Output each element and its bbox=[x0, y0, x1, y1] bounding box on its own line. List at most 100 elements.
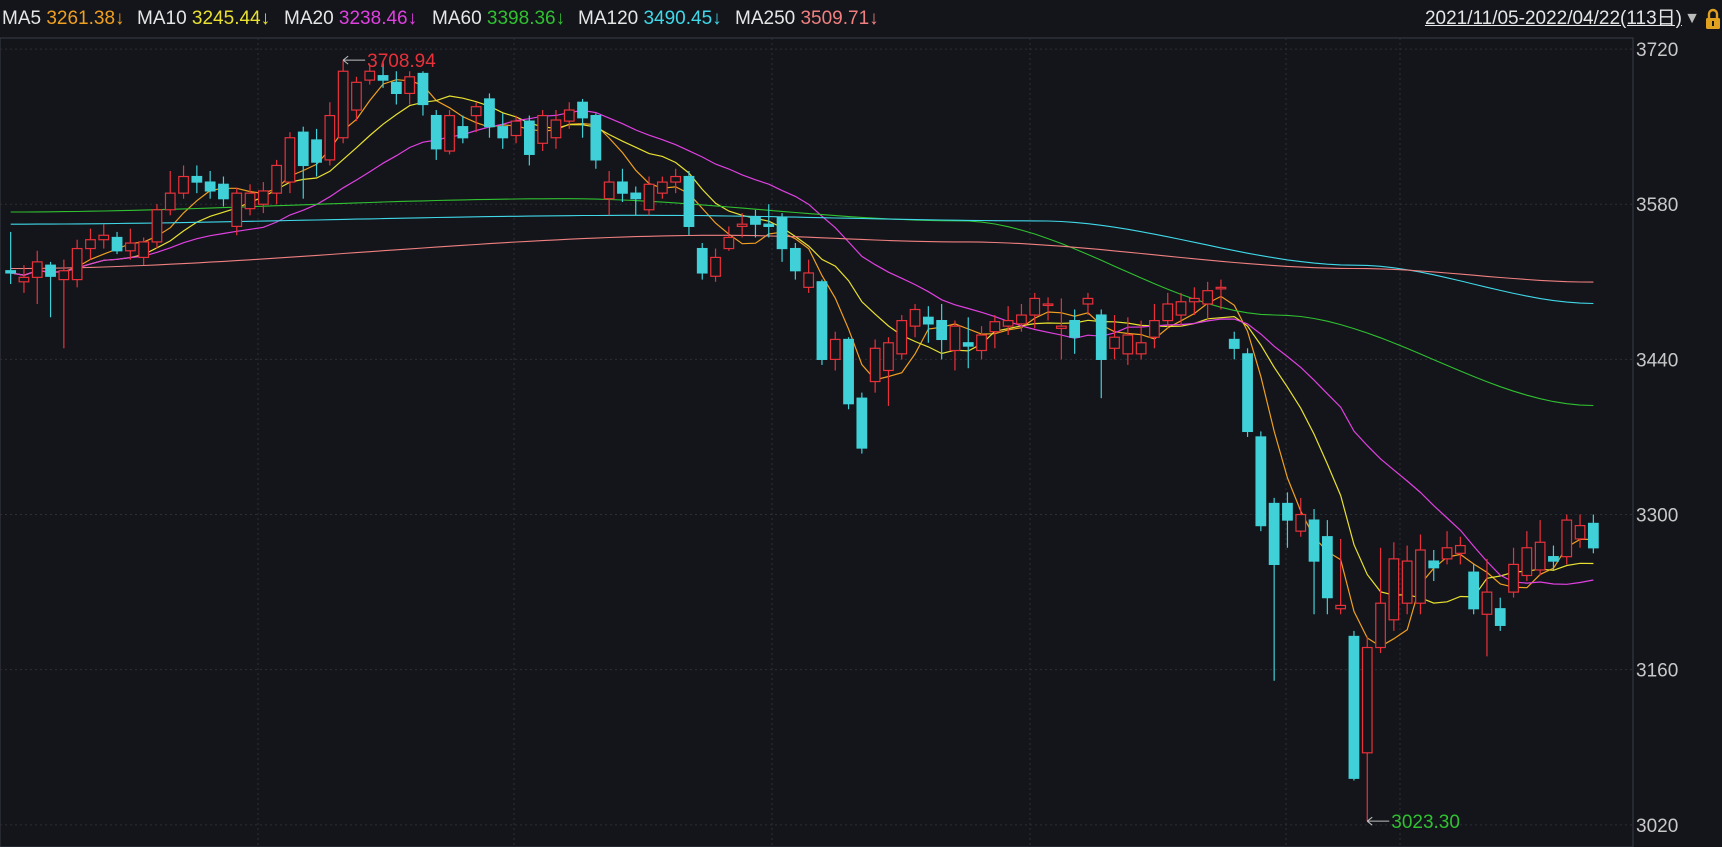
candle-body-up bbox=[550, 119, 562, 139]
candle bbox=[484, 93, 495, 138]
candle bbox=[377, 62, 389, 88]
candle-body-down bbox=[750, 216, 761, 225]
candle-body-down bbox=[776, 216, 788, 250]
candle bbox=[1242, 348, 1253, 437]
candle-body-up bbox=[723, 236, 735, 250]
candle bbox=[670, 168, 682, 194]
candle bbox=[1282, 492, 1293, 548]
candle-body-up bbox=[1175, 301, 1187, 316]
candle bbox=[1521, 531, 1533, 582]
y-tick-label: 3020 bbox=[1636, 816, 1678, 837]
candle-body-down bbox=[590, 114, 602, 161]
y-tick-label: 3580 bbox=[1636, 195, 1678, 216]
candle-body-down bbox=[1242, 353, 1253, 433]
candle bbox=[364, 65, 376, 85]
candle-body-up bbox=[444, 114, 455, 152]
candle bbox=[736, 213, 748, 238]
ma120-line bbox=[10, 214, 1594, 305]
ma120-value: 3490.45↓ bbox=[643, 8, 722, 29]
candle bbox=[98, 224, 110, 249]
candle-body-up bbox=[271, 164, 283, 194]
candle bbox=[1587, 514, 1599, 554]
candle bbox=[537, 110, 549, 152]
candle bbox=[191, 165, 203, 194]
y-tick-label: 3720 bbox=[1636, 40, 1678, 61]
candle-body-up bbox=[1574, 525, 1586, 540]
candle-body-up bbox=[1415, 549, 1426, 604]
candle-body-down bbox=[204, 181, 216, 192]
candle bbox=[1202, 281, 1214, 321]
candle bbox=[883, 337, 894, 406]
ma5-line bbox=[10, 79, 1594, 648]
ma60-indicator: MA60 3398.36↓ bbox=[432, 0, 565, 38]
candle bbox=[18, 265, 30, 293]
candle bbox=[31, 250, 43, 304]
candle bbox=[271, 159, 283, 205]
candle bbox=[1188, 287, 1200, 316]
candle bbox=[457, 115, 469, 144]
candle-body-up bbox=[124, 242, 136, 252]
plot-frame bbox=[0, 37, 1634, 847]
candle bbox=[630, 186, 642, 216]
date-range-selector[interactable]: 2021/11/05-2022/04/22(113日) bbox=[1424, 8, 1682, 29]
candle-body-up bbox=[151, 209, 163, 243]
candle-body-down bbox=[577, 101, 588, 119]
candle bbox=[1295, 497, 1307, 537]
candle bbox=[324, 102, 336, 166]
candle-body-down bbox=[696, 247, 708, 274]
candle bbox=[989, 315, 1001, 349]
candle-body-down bbox=[1321, 536, 1333, 599]
candle bbox=[1335, 538, 1347, 615]
low-annotation: 3023.30 bbox=[1391, 812, 1460, 833]
dropdown-arrow-icon[interactable]: ▼ bbox=[1684, 10, 1700, 27]
candle bbox=[1428, 549, 1440, 582]
ma20-value: 3238.46↓ bbox=[338, 8, 418, 29]
candle bbox=[138, 237, 150, 266]
candle-body-up bbox=[1481, 591, 1493, 615]
candle-body-up bbox=[656, 181, 668, 194]
candle-body-down bbox=[191, 175, 203, 183]
candle bbox=[776, 213, 788, 262]
candle-body-up bbox=[1215, 286, 1227, 290]
candle bbox=[1534, 520, 1546, 576]
candle bbox=[710, 248, 721, 282]
ma20-line bbox=[10, 109, 1594, 585]
candle-body-up bbox=[603, 181, 615, 200]
candle-body-up bbox=[1149, 319, 1160, 338]
candle-body-down bbox=[763, 223, 775, 227]
ma20-label: MA20 bbox=[284, 8, 334, 29]
candle bbox=[723, 226, 735, 251]
candle bbox=[178, 165, 189, 199]
candle-body-down bbox=[816, 281, 828, 360]
candle-body-up bbox=[164, 192, 176, 211]
candle-body-up bbox=[138, 241, 150, 259]
candle-body-up bbox=[869, 347, 881, 383]
candle-body-up bbox=[284, 137, 296, 183]
ma10-line bbox=[10, 95, 1594, 604]
candle bbox=[124, 228, 136, 260]
candle bbox=[497, 113, 509, 149]
candle bbox=[111, 231, 123, 255]
candle bbox=[257, 182, 269, 214]
candle-body-up bbox=[1082, 297, 1094, 305]
ma250-line bbox=[10, 234, 1594, 283]
candle-body-down bbox=[1308, 519, 1320, 562]
candle-body-up bbox=[257, 190, 269, 205]
candle bbox=[976, 326, 987, 360]
candle-body-down bbox=[1228, 338, 1240, 349]
candle-body-up bbox=[58, 270, 70, 281]
candle bbox=[1135, 320, 1147, 360]
ma10-value: 3245.44↓ bbox=[191, 8, 271, 29]
candle-body-up bbox=[1188, 297, 1200, 303]
candle-body-up bbox=[244, 192, 256, 210]
candle-body-down bbox=[1255, 436, 1267, 527]
candle bbox=[696, 243, 708, 280]
lock-icon[interactable] bbox=[1704, 8, 1722, 30]
ma120-label: MA120 bbox=[578, 8, 639, 29]
candle-body-up bbox=[510, 120, 522, 137]
candle bbox=[869, 339, 881, 393]
candle bbox=[1162, 292, 1174, 329]
candle-body-up bbox=[1016, 314, 1027, 325]
candle bbox=[1481, 558, 1493, 657]
